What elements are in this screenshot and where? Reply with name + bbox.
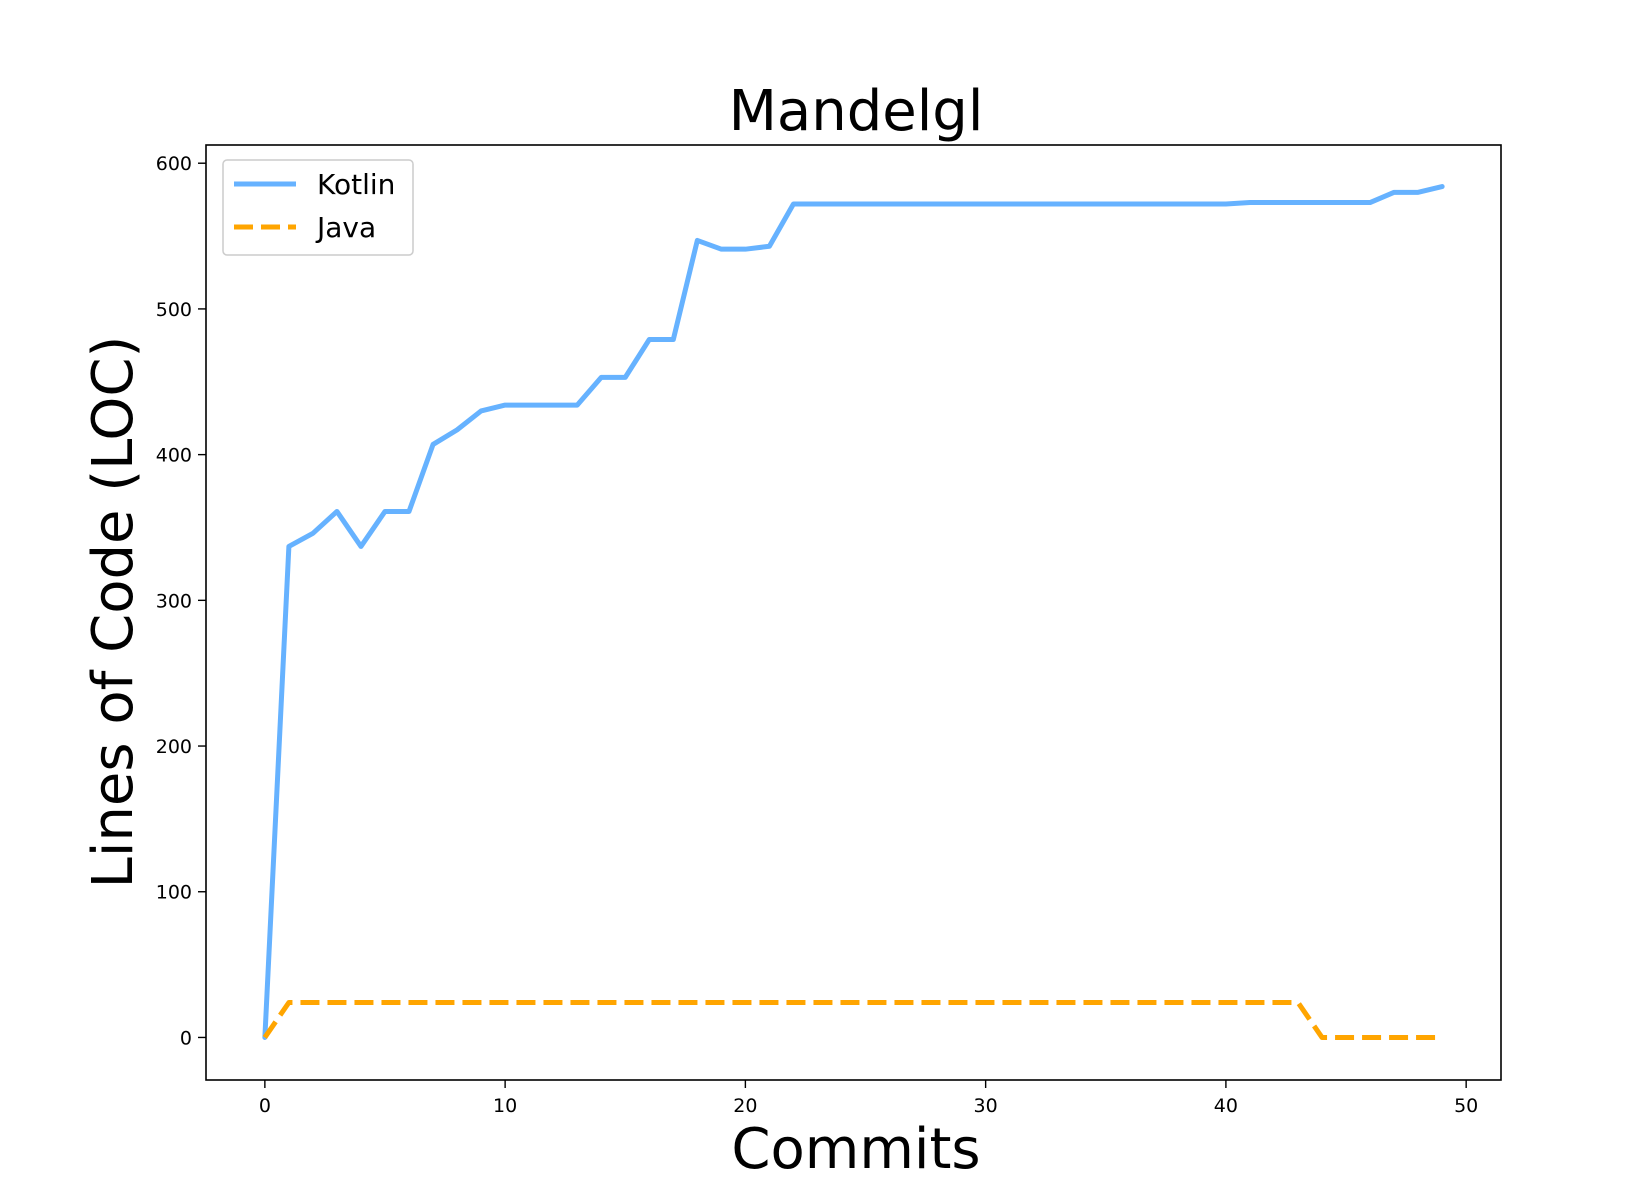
- series-line-kotlin: [262, 184, 1445, 1040]
- y-tick-label: 0: [180, 1027, 192, 1049]
- x-axis-label: Commits: [731, 1117, 980, 1182]
- x-tick-label: 30: [974, 1095, 998, 1117]
- x-tick-label: 40: [1214, 1095, 1238, 1117]
- x-tick-label: 20: [733, 1095, 757, 1117]
- plot-frame: [205, 144, 1502, 1081]
- y-tick-label: 500: [156, 299, 192, 321]
- x-tick-label: 10: [493, 1095, 517, 1117]
- y-tick-label: 600: [156, 153, 192, 175]
- series-line-java: [262, 999, 1443, 1040]
- legend-java-label: Java: [315, 211, 376, 244]
- y-axis-ticks: 0 100 200 300 400 500 600: [156, 153, 206, 1049]
- legend-kotlin-label: Kotlin: [317, 168, 395, 201]
- y-tick-label: 400: [156, 445, 192, 467]
- x-axis-ticks: 0 10 20 30 40 50: [259, 1080, 1478, 1117]
- y-axis-label: Lines of Code (LOC): [81, 336, 146, 889]
- x-tick-label: 50: [1454, 1095, 1478, 1117]
- legend: Kotlin Java: [222, 159, 414, 256]
- y-tick-label: 100: [156, 882, 192, 904]
- series-layer: [262, 184, 1445, 1040]
- chart-title: Mandelgl: [729, 79, 984, 144]
- y-tick-label: 200: [156, 736, 192, 758]
- x-tick-label: 0: [259, 1095, 271, 1117]
- y-tick-label: 300: [156, 590, 192, 612]
